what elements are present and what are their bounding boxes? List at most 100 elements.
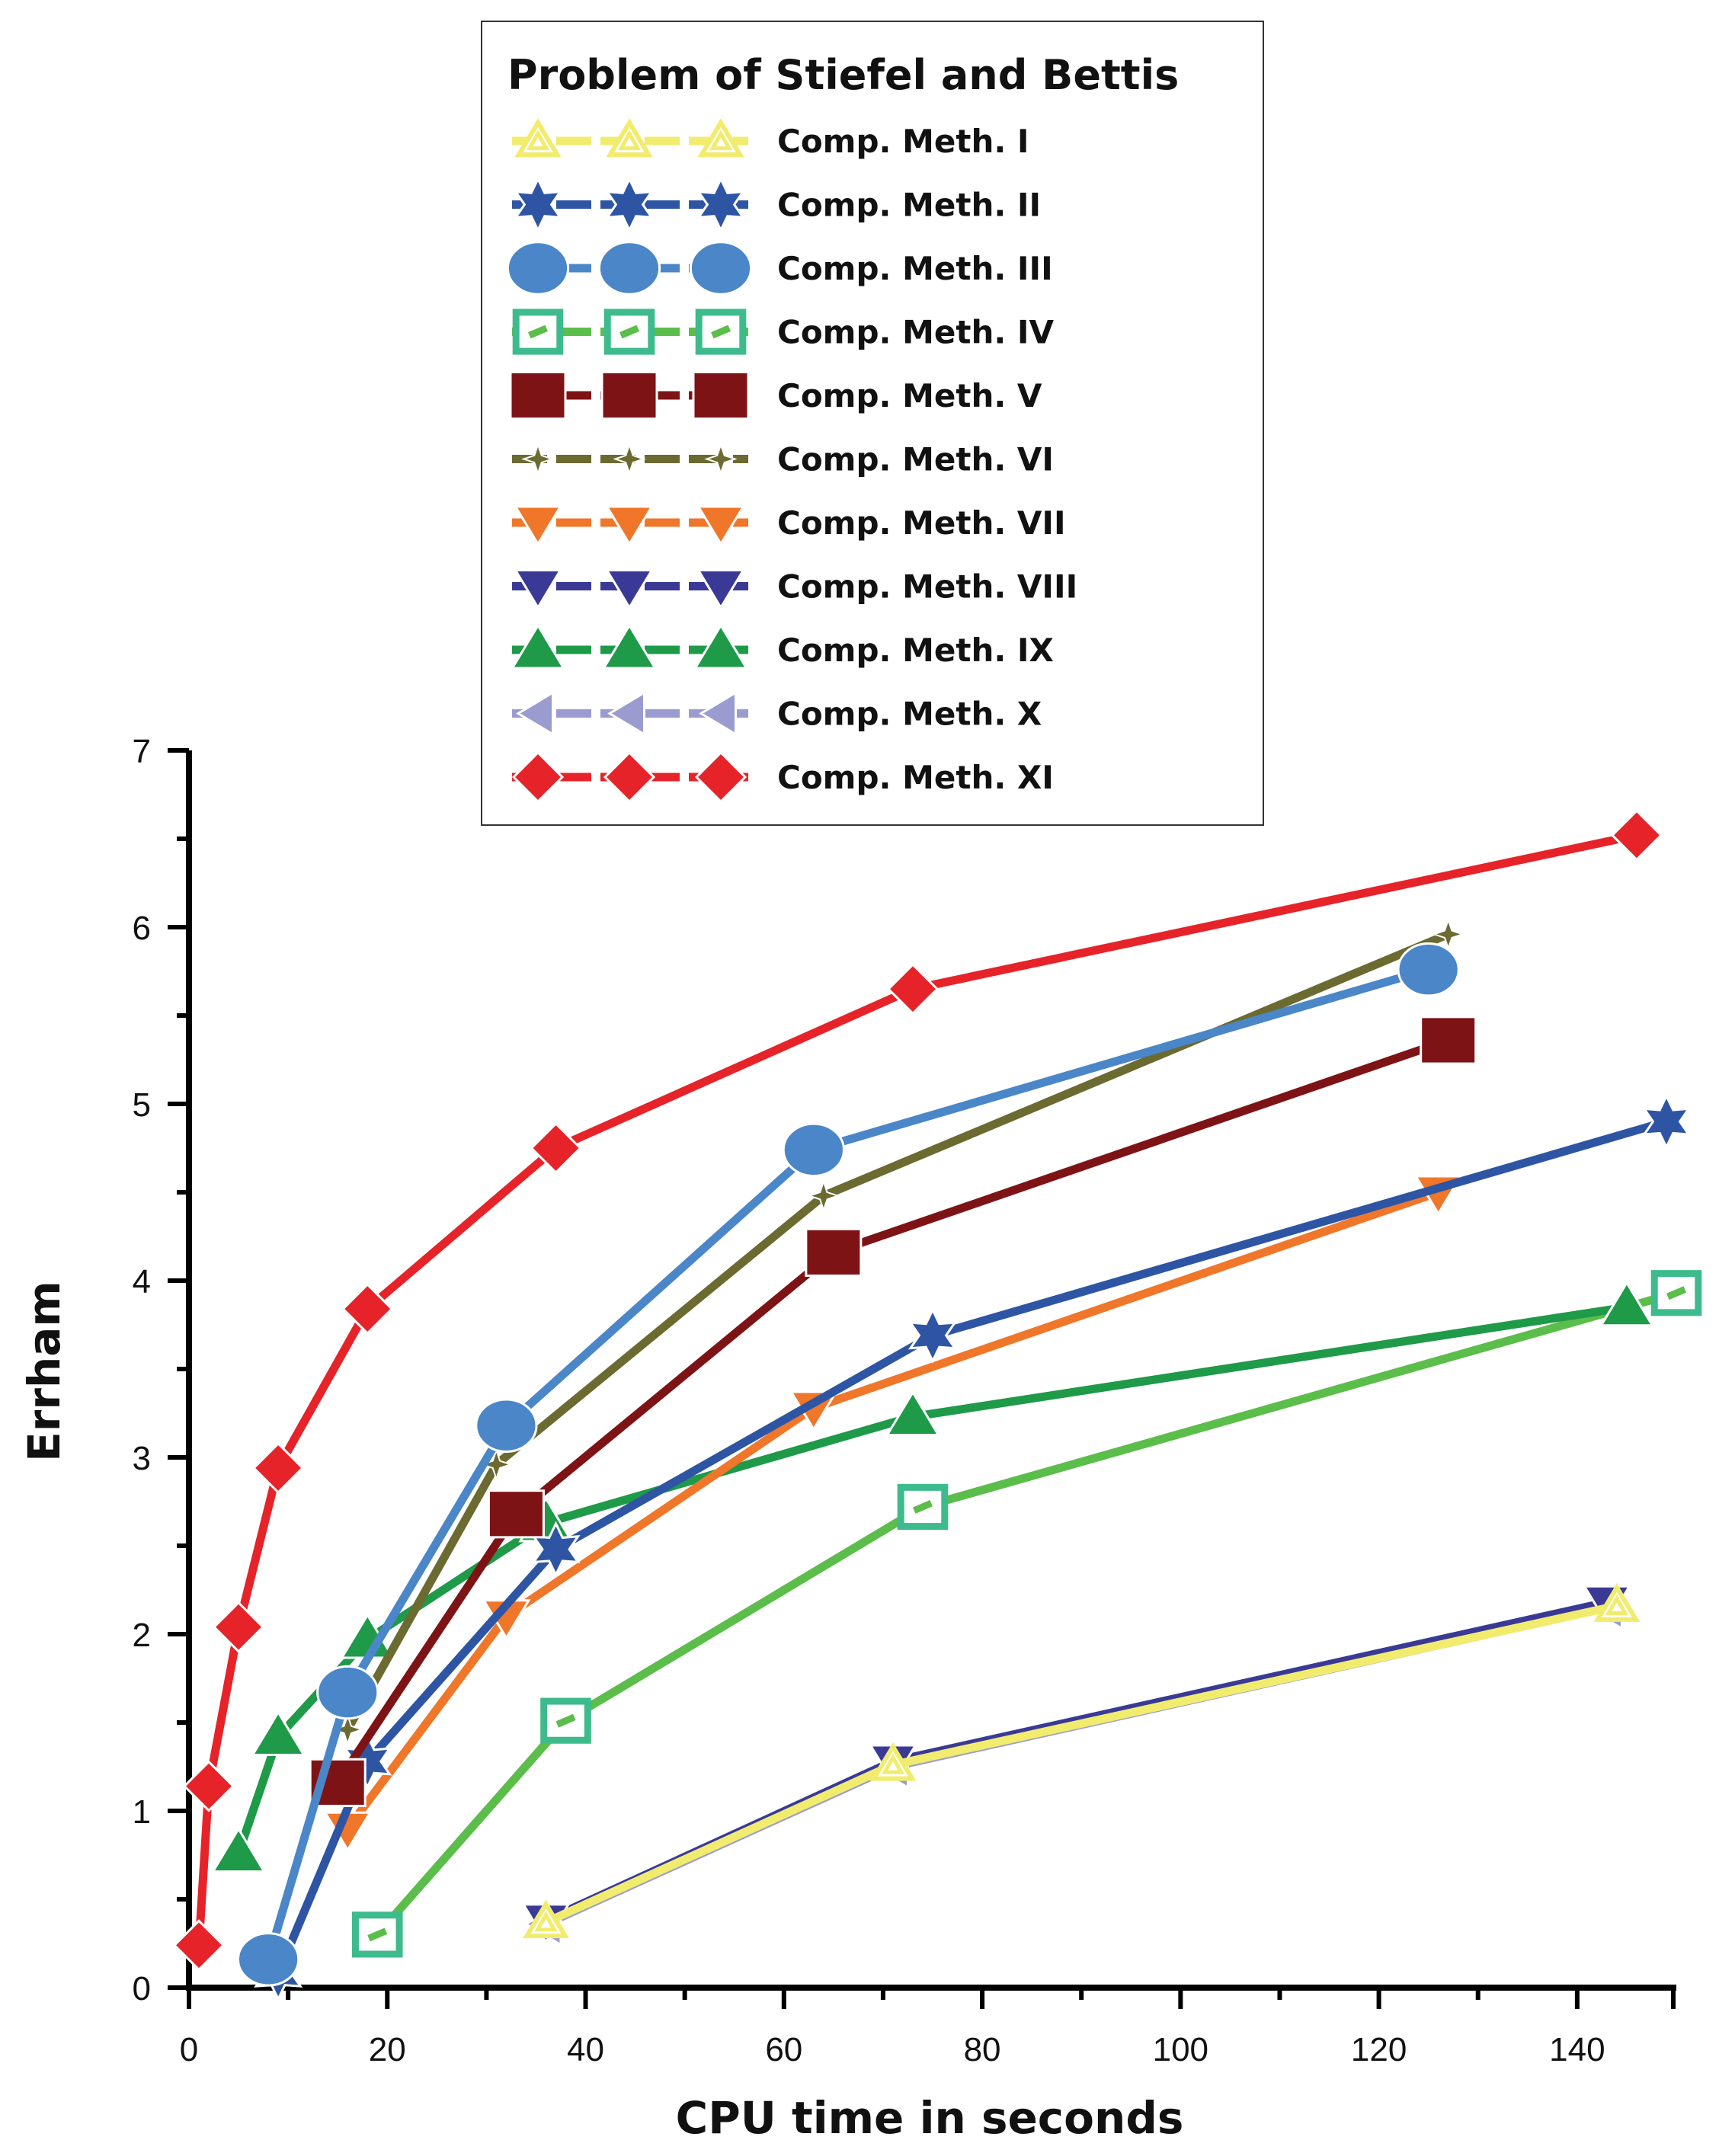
series-7 bbox=[323, 1175, 1463, 1853]
legend-label: Comp. Meth. IV bbox=[777, 314, 1055, 351]
series-line bbox=[333, 1036, 1453, 1787]
series-line bbox=[542, 1598, 1612, 1925]
legend-marker bbox=[511, 750, 565, 804]
legend-label: Comp. Meth. X bbox=[777, 696, 1042, 733]
series-3 bbox=[237, 942, 1460, 1987]
legend-marker bbox=[696, 176, 746, 233]
legend-marker bbox=[600, 370, 658, 421]
series-line bbox=[343, 1188, 1443, 1833]
legend-label: Comp. Meth. XI bbox=[777, 759, 1054, 796]
series-1 bbox=[522, 1583, 1641, 1939]
data-point bbox=[1431, 917, 1465, 952]
data-point bbox=[805, 1227, 863, 1277]
series-11 bbox=[172, 809, 1663, 1972]
legend-marker bbox=[603, 309, 655, 355]
legend-item: Comp. Meth. X bbox=[512, 690, 1042, 737]
x-tick-label: 120 bbox=[1351, 2031, 1407, 2068]
x-tick-label: 100 bbox=[1153, 2031, 1208, 2068]
x-tick-label: 140 bbox=[1549, 2031, 1605, 2068]
x-tick-label: 40 bbox=[567, 2031, 604, 2068]
legend-label: Comp. Meth. VIII bbox=[777, 568, 1077, 606]
series-5 bbox=[309, 1016, 1477, 1807]
legend-label: Comp. Meth. V bbox=[777, 377, 1042, 414]
legend-marker bbox=[704, 442, 738, 476]
data-point bbox=[1599, 1280, 1655, 1327]
series-4 bbox=[351, 1270, 1702, 1958]
data-point bbox=[316, 1665, 379, 1720]
legend-marker bbox=[514, 118, 562, 157]
legend-marker bbox=[516, 690, 554, 737]
legend-label: Comp. Meth. I bbox=[777, 123, 1029, 160]
data-point bbox=[341, 1282, 394, 1336]
data-point bbox=[351, 1911, 403, 1958]
legend-item: Comp. Meth. XI bbox=[511, 750, 1054, 804]
legend-marker bbox=[606, 118, 653, 157]
legend-marker bbox=[696, 505, 746, 546]
legend-marker bbox=[604, 569, 655, 610]
series-line bbox=[343, 929, 1453, 1734]
data-point bbox=[1641, 1093, 1692, 1150]
data-point bbox=[530, 1121, 582, 1175]
data-point bbox=[212, 1601, 265, 1653]
legend-marker bbox=[513, 569, 563, 610]
series-6 bbox=[331, 917, 1465, 1747]
data-point bbox=[237, 1932, 300, 1987]
legend-label: Comp. Meth. VII bbox=[777, 504, 1066, 542]
data-point bbox=[522, 1899, 569, 1939]
legend-marker bbox=[613, 442, 646, 476]
legend-label: Comp. Meth. III bbox=[777, 250, 1053, 287]
legend-marker bbox=[696, 569, 746, 610]
legend-item: Comp. Meth. VIII bbox=[512, 568, 1077, 610]
legend-marker bbox=[604, 176, 655, 233]
legend-marker bbox=[604, 505, 655, 546]
y-tick-label: 1 bbox=[133, 1793, 151, 1831]
data-point bbox=[250, 1710, 306, 1757]
legend-marker bbox=[607, 690, 645, 737]
data-point bbox=[475, 1398, 538, 1453]
axes: 0 1 2 3 4 5 6 7 0 20 40 60 80 100 120 140 bbox=[133, 733, 1676, 2068]
legend-marker bbox=[509, 370, 567, 421]
series-line bbox=[542, 1603, 1612, 1928]
x-tick-label: 80 bbox=[964, 2031, 1001, 2068]
x-axis-title: CPU time in seconds bbox=[676, 2092, 1184, 2144]
data-point bbox=[886, 963, 940, 1016]
series-2 bbox=[253, 1093, 1692, 2002]
y-tick-label: 3 bbox=[133, 1440, 151, 1477]
legend-label: Comp. Meth. IX bbox=[777, 632, 1054, 669]
data-point bbox=[172, 1919, 226, 1972]
series-line bbox=[264, 965, 1433, 1964]
data-point bbox=[782, 1122, 845, 1178]
y-tick-label: 2 bbox=[133, 1617, 151, 1654]
legend-marker bbox=[693, 623, 749, 670]
series-layer bbox=[172, 809, 1702, 2002]
legend-marker bbox=[506, 241, 570, 296]
series-line bbox=[194, 830, 1641, 1950]
series-line bbox=[373, 1288, 1681, 1939]
data-point bbox=[1610, 809, 1663, 862]
data-point bbox=[1397, 942, 1460, 997]
data-point bbox=[908, 1307, 958, 1364]
series-line bbox=[274, 1117, 1671, 1978]
y-tick-label: 0 bbox=[133, 1970, 151, 2007]
legend-marker bbox=[699, 690, 737, 737]
legend-title: Problem of Stiefel and Bettis bbox=[507, 51, 1179, 99]
legend-marker bbox=[597, 241, 661, 296]
data-point bbox=[182, 1760, 235, 1812]
data-point bbox=[1650, 1270, 1702, 1316]
x-tick-label: 60 bbox=[765, 2031, 802, 2068]
legend-marker bbox=[601, 623, 658, 670]
legend-marker bbox=[697, 118, 744, 157]
legend-item: Comp. Meth. IV bbox=[512, 309, 1055, 355]
data-point bbox=[1420, 1016, 1477, 1065]
data-point bbox=[885, 1390, 941, 1437]
x-tick-label: 0 bbox=[180, 2031, 198, 2068]
y-tick-label: 5 bbox=[133, 1086, 151, 1124]
legend-marker bbox=[510, 623, 566, 670]
legend-label: Comp. Meth. VI bbox=[777, 441, 1054, 478]
legend-item: Comp. Meth. II bbox=[512, 176, 1041, 233]
legend-marker bbox=[695, 309, 747, 355]
legend-marker bbox=[512, 309, 564, 355]
legend-marker bbox=[689, 241, 753, 296]
legend-item: Comp. Meth. III bbox=[506, 241, 1053, 296]
